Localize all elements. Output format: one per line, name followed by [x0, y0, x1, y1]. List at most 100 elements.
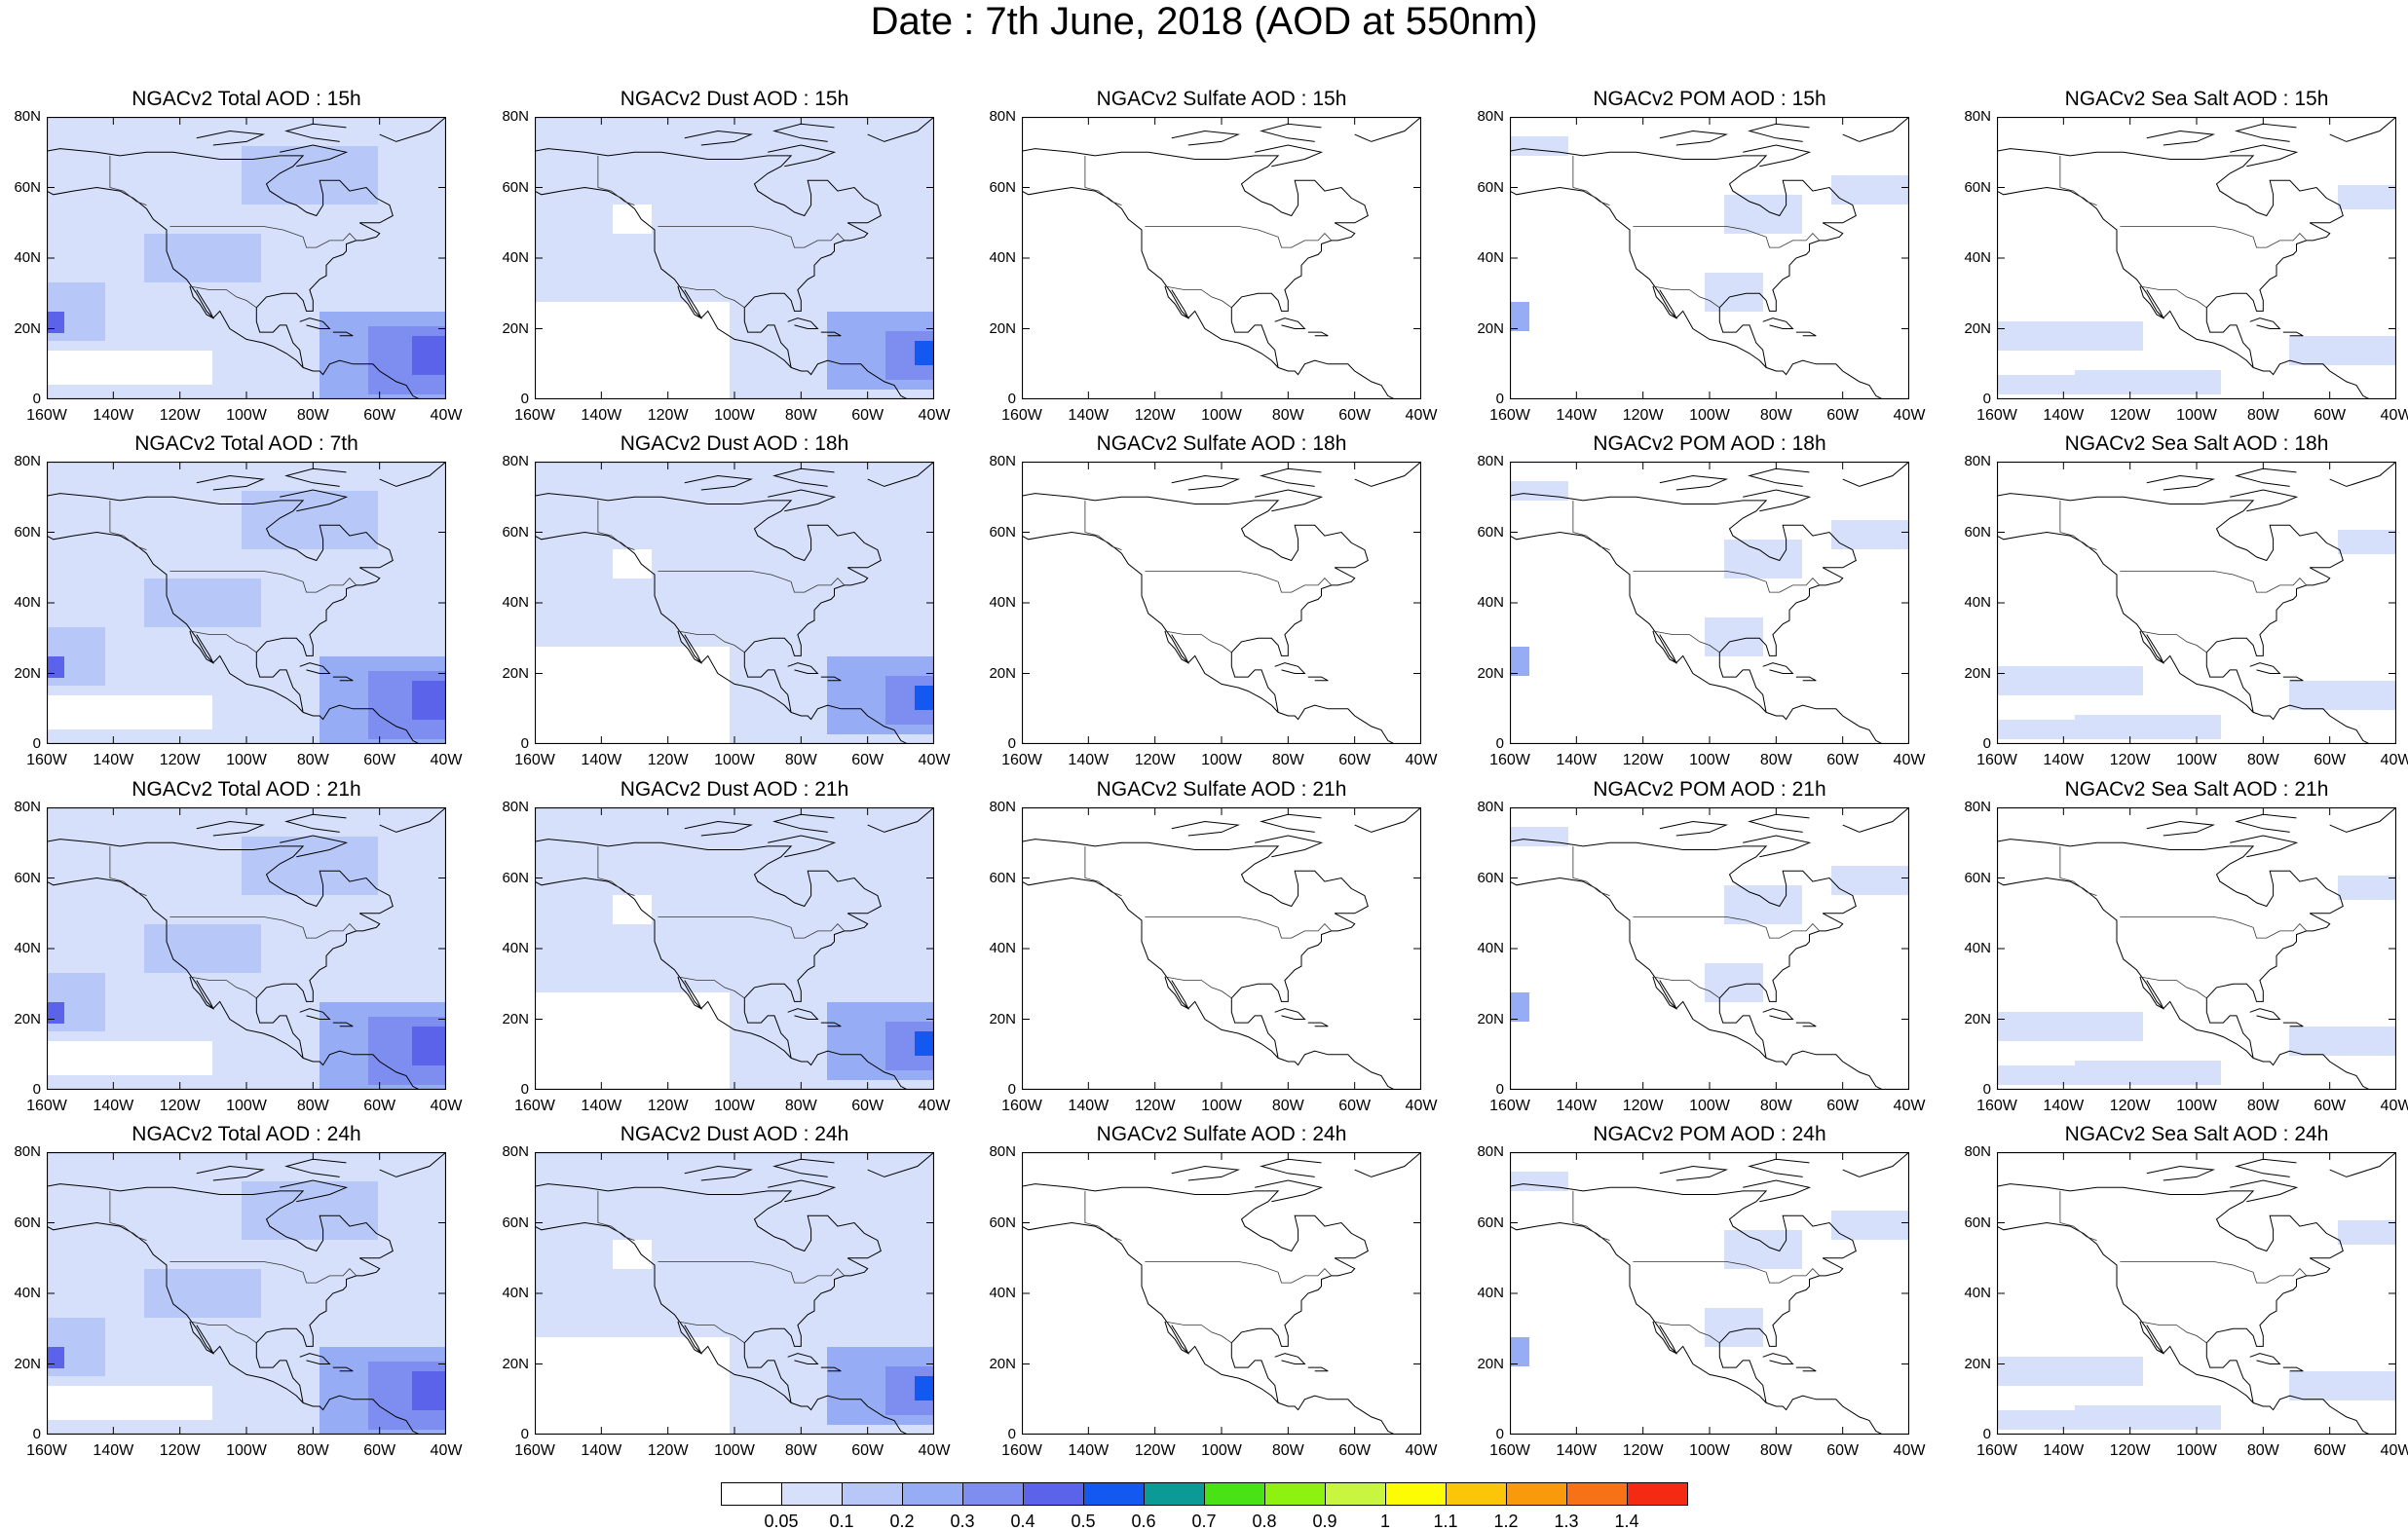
coastline [1795, 676, 1817, 682]
figure-title: Date : 7th June, 2018 (AOD at 550nm) [870, 0, 1538, 43]
coastline [535, 148, 882, 368]
country-border [1145, 226, 1333, 248]
map-panel: NGACv2 Total AOD : 15h 80N 60N 40N 20N 0 160W 1… [14, 88, 462, 424]
lon-tick-label: 80W [2246, 752, 2279, 768]
coastline [787, 317, 819, 329]
lat-tick-label: 20N [502, 1010, 529, 1027]
country-border [2059, 845, 2097, 896]
lon-tick-label: 140W [581, 1098, 622, 1114]
coastline [677, 630, 702, 664]
lat-tick-label: 40N [14, 594, 41, 611]
coastline [1260, 813, 1322, 833]
coastline [867, 1152, 934, 1177]
panel-title: NGACv2 Dust AOD : 18h [620, 432, 849, 455]
lon-tick-label: 40W [1405, 1098, 1438, 1114]
map-panel: NGACv2 POM AOD : 18h 80N 60N 40N 20N 0 160W 140… [1477, 432, 1925, 768]
colorbar-swatch [902, 1482, 963, 1506]
lon-tick-label: 80W [2246, 1442, 2279, 1459]
coastline [1274, 662, 1306, 674]
lon-tick-label: 40W [2380, 752, 2408, 768]
coastline [1652, 1321, 1677, 1355]
country-border [1633, 916, 1821, 939]
lon-tick-label: 140W [2043, 1442, 2085, 1459]
panel-title: NGACv2 Dust AOD : 21h [620, 778, 849, 801]
lon-tick-label: 40W [918, 407, 951, 424]
lat-tick-label: 0 [32, 391, 41, 407]
coastline [379, 462, 446, 487]
country-border [1652, 1321, 1720, 1344]
lon-tick-label: 160W [26, 752, 67, 768]
panel-title: NGACv2 Sulfate AOD : 21h [1096, 778, 1347, 801]
country-border [2139, 285, 2207, 309]
lat-tick-label: 0 [1007, 1426, 1016, 1442]
lon-tick-label: 100W [226, 752, 267, 768]
lat-tick-label: 0 [1495, 735, 1504, 752]
coastline [2249, 662, 2281, 674]
lon-tick-label: 160W [514, 407, 555, 424]
coastline [2235, 467, 2297, 487]
country-border [2139, 630, 2207, 653]
lon-tick-label: 60W [2314, 1442, 2347, 1459]
coastline [1795, 1022, 1817, 1027]
lon-tick-label: 60W [1826, 407, 1860, 424]
lon-tick-label: 140W [93, 407, 134, 424]
map-panel: NGACv2 Sulfate AOD : 15h 80N 60N 40N 20N 0 160… [989, 88, 1437, 424]
lon-tick-label: 100W [1201, 407, 1242, 424]
lat-tick-label: 40N [1477, 249, 1504, 266]
lon-tick-label: 80W [1271, 752, 1304, 768]
lon-tick-label: 40W [918, 1442, 951, 1459]
country-border [169, 916, 357, 939]
lat-tick-label: 80N [14, 108, 41, 125]
colorbar-swatch [1264, 1482, 1326, 1506]
lat-tick-label: 80N [1964, 453, 1991, 469]
lat-tick-label: 80N [1964, 799, 1991, 815]
lat-tick-label: 80N [989, 453, 1016, 469]
lon-tick-label: 40W [1893, 407, 1926, 424]
lon-tick-label: 100W [714, 1098, 755, 1114]
aod-map [1510, 1152, 1909, 1435]
aod-field-cell [613, 205, 652, 234]
lat-tick-label: 60N [989, 869, 1016, 886]
lon-tick-label: 40W [1893, 1442, 1926, 1459]
coastline [772, 1158, 835, 1177]
lat-tick-label: 80N [989, 108, 1016, 125]
aod-field-cell [144, 579, 261, 627]
aod-field-cell [47, 1347, 64, 1368]
coastline [2235, 1158, 2297, 1177]
aod-field-cell [144, 1269, 261, 1318]
coastline [1307, 1022, 1329, 1027]
coastline [684, 1165, 754, 1181]
aod-field-cell [2289, 1027, 2396, 1056]
aod-map [1022, 117, 1421, 399]
lat-tick-label: 80N [14, 1143, 41, 1160]
panel-title: NGACv2 Total AOD : 7th [134, 432, 358, 455]
colorbar-swatch [1325, 1482, 1386, 1506]
colorbar-level-label: 0.1 [829, 1512, 854, 1531]
aod-field-cell [47, 695, 212, 729]
lon-tick-label: 80W [784, 752, 817, 768]
lon-tick-label: 160W [1489, 407, 1530, 424]
aod-map [1022, 462, 1421, 744]
aod-map [1022, 807, 1421, 1090]
lat-tick-label: 0 [32, 1081, 41, 1098]
lon-tick-label: 160W [26, 1442, 67, 1459]
coastline [2329, 1152, 2396, 1177]
country-border [1652, 630, 1720, 653]
map-panel: NGACv2 Total AOD : 24h 80N 60N 40N 20N 0 160W 1… [14, 1123, 462, 1459]
aod-field-cell [412, 1371, 446, 1410]
country-border [169, 1261, 357, 1284]
coastline [2329, 462, 2396, 487]
lon-tick-label: 120W [1622, 752, 1664, 768]
lon-tick-label: 100W [2176, 407, 2217, 424]
lon-tick-label: 120W [647, 407, 689, 424]
lon-tick-label: 60W [2314, 752, 2347, 768]
coastline [2230, 144, 2299, 168]
colorbar [721, 1482, 1688, 1508]
aod-map [1997, 807, 2396, 1090]
coastline [1510, 877, 1883, 1090]
colorbar-swatch [1446, 1482, 1507, 1506]
coastline [1171, 1165, 1241, 1181]
coastline [2282, 1366, 2304, 1372]
aod-field-cell [1724, 1230, 1802, 1269]
country-border [2059, 155, 2097, 205]
